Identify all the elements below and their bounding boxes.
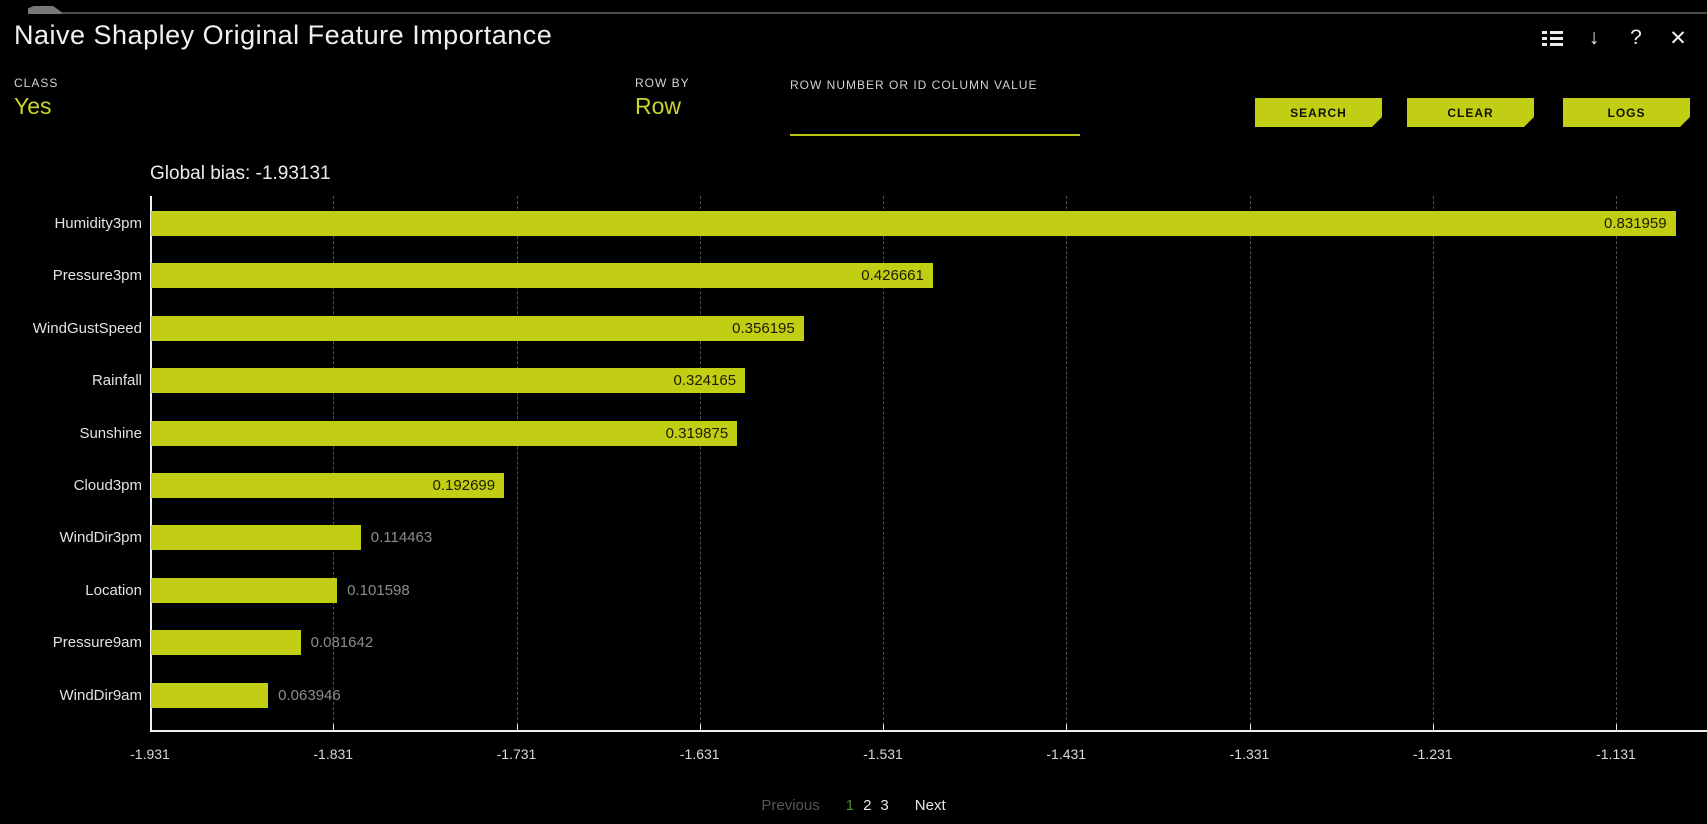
bar-value-label: 0.324165 — [673, 372, 737, 390]
feature-bar — [151, 525, 361, 551]
feature-label: Sunshine — [79, 424, 142, 442]
x-axis-tick-label: -1.631 — [679, 746, 720, 762]
bar-value-label: 0.831959 — [1604, 215, 1667, 232]
global-bias-label: Global bias: -1.93131 — [150, 163, 331, 184]
pagination-page-2[interactable]: 2 — [863, 797, 872, 814]
feature-bar — [151, 473, 505, 498]
feature-bar — [151, 420, 738, 446]
feature-label: Location — [85, 581, 142, 599]
gridline — [1432, 196, 1434, 730]
x-axis-tick — [699, 724, 701, 730]
gridline — [1066, 196, 1068, 730]
feature-bar — [151, 577, 338, 603]
x-axis-tick-label: -1.831 — [313, 746, 354, 762]
feature-bar — [151, 211, 1676, 236]
feature-label: WindDir3pm — [59, 529, 142, 547]
gridline — [1616, 196, 1617, 730]
feature-bar — [151, 682, 269, 708]
x-axis-tick — [333, 724, 335, 730]
x-axis-tick — [1616, 724, 1617, 730]
feature-bar — [151, 630, 301, 656]
row-input-label: ROW NUMBER OR ID COLUMN VALUE — [790, 78, 1038, 92]
feature-label: WindDir9am — [59, 686, 142, 704]
logs-button[interactable]: LOGS — [1563, 98, 1690, 127]
bar-value-label: 0.356195 — [732, 319, 795, 337]
row-input-group: ROW NUMBER OR ID COLUMN VALUE — [790, 78, 1080, 136]
feature-bar — [151, 368, 746, 394]
feature-label: WindGustSpeed — [32, 319, 142, 337]
feature-bar — [151, 263, 933, 289]
pagination-page-1[interactable]: 1 — [845, 797, 855, 814]
gridline — [1249, 196, 1251, 730]
row-by-value[interactable]: Row — [635, 93, 682, 119]
help-icon[interactable]: ? — [1630, 26, 1642, 49]
gridline — [516, 196, 518, 730]
x-axis-tick — [883, 724, 884, 730]
search-button[interactable]: SEARCH — [1255, 98, 1382, 127]
bar-value-label: 0.114463 — [370, 529, 433, 547]
class-value[interactable]: Yes — [14, 93, 52, 119]
x-axis-tick-label: -1.131 — [1596, 746, 1636, 762]
x-axis-tick-label: -1.331 — [1229, 746, 1270, 762]
options-icon[interactable] — [1539, 26, 1565, 50]
bar-value-label: 0.063946 — [278, 686, 341, 704]
class-selector: CLASS Yes — [14, 76, 58, 120]
row-by-label: ROW BY — [635, 76, 690, 90]
pagination-page-3[interactable]: 3 — [880, 797, 889, 814]
x-axis-tick-label: -1.431 — [1046, 746, 1087, 762]
header-icon-group: ↓ ? ✕ — [1539, 26, 1691, 50]
row-number-input[interactable] — [790, 92, 1080, 136]
x-axis-tick — [150, 724, 151, 730]
gridline — [699, 196, 701, 730]
window-tab-notch — [28, 6, 64, 14]
feature-label: Rainfall — [91, 372, 142, 390]
close-icon[interactable]: ✕ — [1669, 26, 1687, 50]
class-label: CLASS — [14, 76, 59, 90]
feature-label: Cloud3pm — [73, 477, 142, 494]
download-icon[interactable]: ↓ — [1588, 26, 1600, 49]
x-axis-tick-label: -1.731 — [496, 746, 537, 762]
gridline — [883, 196, 884, 730]
x-axis-tick — [1066, 724, 1068, 730]
y-axis-line — [150, 196, 152, 730]
header-divider — [62, 12, 1707, 14]
feature-label: Humidity3pm — [54, 215, 142, 232]
row-by-selector: ROW BY Row — [635, 76, 690, 120]
feature-label: Pressure3pm — [52, 267, 142, 285]
bar-value-label: 0.192699 — [432, 477, 496, 494]
pagination-next[interactable]: Next — [914, 797, 946, 814]
x-axis-tick-label: -1.231 — [1412, 746, 1453, 762]
x-axis-tick-label: -1.931 — [130, 746, 170, 762]
feature-label: Pressure9am — [52, 634, 142, 652]
gridline — [333, 196, 335, 730]
bar-value-label: 0.101598 — [347, 581, 410, 599]
x-axis-tick-label: -1.531 — [863, 746, 903, 762]
bar-value-label: 0.319875 — [665, 424, 729, 442]
bar-value-label: 0.081642 — [310, 634, 374, 652]
feature-bar — [151, 315, 804, 341]
page-title: Naive Shapley Original Feature Importanc… — [14, 20, 553, 50]
bar-value-label: 0.426661 — [861, 267, 924, 285]
pagination-previous[interactable]: Previous — [761, 797, 820, 814]
x-axis-tick — [1432, 724, 1434, 730]
x-axis-line — [150, 730, 1707, 732]
options-icon-glyph — [1541, 30, 1563, 46]
x-axis-tick — [1249, 724, 1251, 730]
x-axis-tick — [516, 724, 518, 730]
clear-button[interactable]: CLEAR — [1407, 98, 1534, 127]
